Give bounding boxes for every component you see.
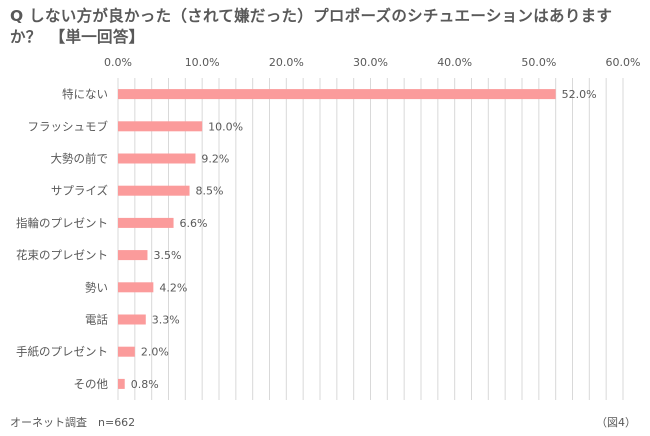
x-tick-label: 30.0% — [353, 56, 388, 69]
category-label: 特にない — [62, 87, 108, 101]
category-label: フラッシュモブ — [28, 119, 109, 133]
data-label: 6.6% — [180, 217, 208, 230]
x-tick-label: 60.0% — [606, 56, 641, 69]
category-label: その他 — [74, 377, 109, 391]
bar — [118, 121, 203, 132]
data-label: 10.0% — [208, 120, 243, 133]
data-label: 4.2% — [159, 281, 187, 294]
category-label: 花束のプレゼント — [16, 248, 108, 262]
data-label: 3.5% — [153, 249, 181, 262]
category-label: 手紙のプレゼント — [16, 345, 108, 359]
figure-number: （図4） — [596, 416, 636, 429]
bar — [118, 250, 148, 261]
category-label: 大勢の前で — [51, 152, 109, 166]
x-tick-label: 40.0% — [437, 56, 472, 69]
category-label: 指輪のプレゼント — [16, 216, 108, 230]
bar — [118, 153, 196, 164]
bar — [118, 378, 125, 389]
bar — [118, 282, 154, 293]
category-label: サプライズ — [51, 184, 108, 198]
bar — [118, 314, 146, 325]
data-label: 0.8% — [131, 378, 159, 391]
chart-title: Q しない方が良かった（されて嫌だった）プロポーズのシチュエーションはありますか… — [10, 7, 613, 46]
category-label: 電話 — [85, 313, 108, 327]
x-tick-label: 20.0% — [269, 56, 304, 69]
x-tick-label: 0.0% — [104, 56, 132, 69]
category-label: 勢い — [85, 280, 108, 294]
data-label: 52.0% — [562, 88, 597, 101]
data-label: 3.3% — [152, 314, 180, 327]
bar — [118, 346, 135, 357]
data-label: 9.2% — [201, 153, 229, 166]
data-label: 2.0% — [141, 346, 169, 359]
x-tick-label: 50.0% — [521, 56, 556, 69]
bar — [118, 89, 556, 100]
bar — [118, 185, 190, 196]
source-note: オーネット調査 n=662 — [10, 416, 136, 429]
data-label: 8.5% — [196, 185, 224, 198]
bar — [118, 217, 174, 228]
x-tick-label: 10.0% — [185, 56, 220, 69]
